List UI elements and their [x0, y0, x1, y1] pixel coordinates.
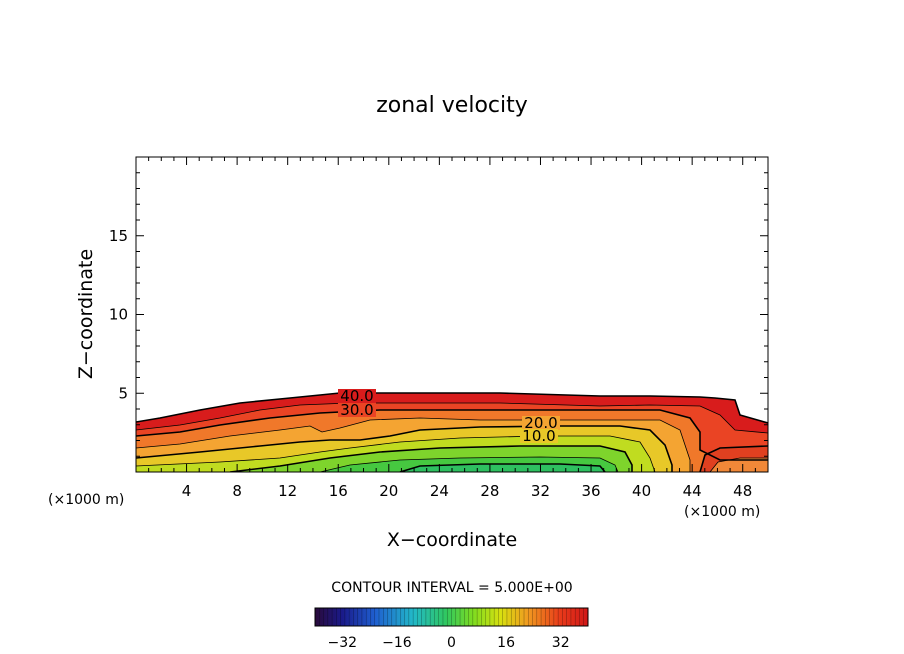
- contour-lines: [136, 392, 768, 472]
- contour-fill-reverse-right-inner: [710, 458, 768, 472]
- x-tick-label: 32: [531, 482, 550, 500]
- y-tick-label: 10: [109, 306, 128, 324]
- x-axis-ticks: 4 8 12 16 20 24 28 32 36 40 44 48: [148, 157, 756, 500]
- x-unit-right: (×1000 m): [684, 504, 760, 520]
- x-tick-label: 28: [480, 482, 499, 500]
- x-tick-label: 24: [430, 482, 449, 500]
- colorbar: −32 −16 0 16 32: [314, 607, 589, 651]
- colorbar-tick-label: 0: [447, 635, 456, 651]
- colorbar-tick-label: −16: [382, 635, 412, 651]
- colorbar-tick-label: 32: [552, 635, 570, 651]
- contour-line-40: [136, 392, 768, 424]
- contour-line-30: [136, 409, 768, 461]
- colorbar-stripes: [319, 608, 584, 626]
- contour-label-20: 20.0: [524, 414, 557, 432]
- x-unit-left: (×1000 m): [48, 492, 124, 508]
- chart-title: zonal velocity: [376, 93, 528, 118]
- contour-line-0: [399, 463, 606, 472]
- x-tick-label: 44: [683, 482, 702, 500]
- x-tick-label: 16: [329, 482, 348, 500]
- contour-label-40: 40.0: [340, 387, 373, 405]
- colorbar-tick-label: 16: [497, 635, 515, 651]
- colorbar-tick-label: −32: [328, 635, 358, 651]
- contour-line-20: [136, 425, 673, 472]
- colorbar-gradient: [314, 607, 589, 627]
- contour-label-30: 30.0: [340, 401, 373, 419]
- y-axis-label: Z−coordinate: [75, 249, 97, 379]
- colorbar-ticks: −32 −16 0 16 32: [328, 635, 570, 651]
- y-tick-label: 15: [109, 227, 128, 245]
- contour-labels: 40.0 30.0 20.0 10.0: [338, 387, 560, 445]
- contour-line-right-b: [709, 457, 768, 472]
- x-tick-label: 36: [581, 482, 600, 500]
- contour-line-15: [136, 435, 656, 472]
- x-tick-label: 12: [278, 482, 297, 500]
- contour-line-35: [136, 402, 768, 434]
- x-tick-label: 4: [182, 482, 192, 500]
- y-axis-ticks: 5 10 15: [109, 172, 768, 457]
- x-axis-label: X−coordinate: [387, 529, 517, 551]
- x-tick-label: 8: [232, 482, 242, 500]
- contour-label-10: 10.0: [522, 427, 555, 445]
- contour-interval-text: CONTOUR INTERVAL = 5.000E+00: [331, 580, 572, 596]
- x-tick-label: 20: [379, 482, 398, 500]
- x-tick-label: 48: [733, 482, 752, 500]
- contour-line-5: [319, 456, 619, 472]
- contour-line-right-a: [699, 445, 768, 472]
- x-tick-label: 40: [632, 482, 651, 500]
- y-tick-label: 5: [118, 384, 128, 402]
- contour-line-25: [136, 417, 691, 472]
- contour-line-10: [229, 445, 633, 472]
